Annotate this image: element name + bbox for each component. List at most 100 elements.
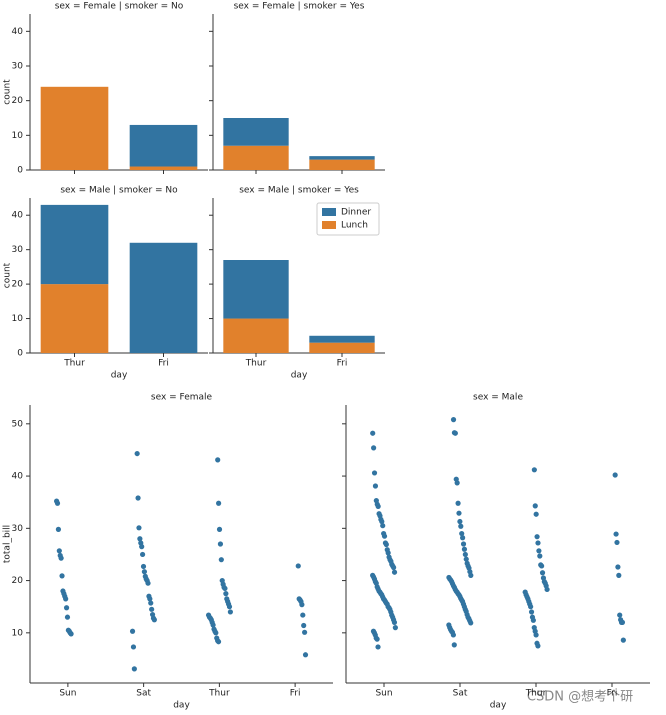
- y-tick-label: 0: [17, 349, 23, 359]
- point: [539, 570, 546, 576]
- point: [226, 604, 233, 610]
- x-tick-label: Thur: [245, 359, 267, 369]
- point: [617, 612, 623, 618]
- point: [63, 596, 69, 602]
- point: [462, 551, 468, 558]
- x-tick-label: Sat: [453, 689, 468, 699]
- y-tick-label: 40: [12, 211, 24, 221]
- point: [299, 602, 305, 608]
- x-axis-label: day: [490, 701, 507, 711]
- point: [612, 472, 618, 478]
- point: [375, 644, 381, 650]
- point: [613, 531, 619, 537]
- point: [536, 548, 542, 554]
- bar: [129, 166, 198, 170]
- point: [375, 503, 381, 509]
- x-tick-label: Fri: [158, 359, 169, 369]
- x-axis-label: day: [173, 701, 190, 711]
- facet-title: sex = Male | smoker = Yes: [239, 186, 359, 196]
- point: [223, 591, 229, 597]
- bar: [309, 335, 375, 343]
- point: [145, 580, 151, 586]
- point: [451, 642, 457, 648]
- bar: [129, 242, 198, 353]
- y-tick-label: 10: [12, 131, 24, 141]
- facet-title: sex = Male | smoker = No: [60, 186, 178, 196]
- y-axis-label: count: [3, 262, 13, 288]
- point: [539, 563, 545, 569]
- bar: [40, 284, 109, 353]
- x-tick-label: Thur: [525, 689, 547, 699]
- point: [535, 643, 541, 649]
- x-tick-label: Thur: [63, 359, 85, 369]
- point: [456, 510, 462, 516]
- point: [58, 555, 64, 561]
- x-tick-label: Fri: [290, 689, 301, 699]
- point: [222, 585, 228, 592]
- point: [460, 541, 467, 547]
- point: [531, 467, 537, 473]
- point: [68, 631, 74, 637]
- y-tick-label: 30: [12, 62, 24, 72]
- point: [215, 639, 222, 645]
- bar: [223, 260, 289, 319]
- point: [147, 596, 153, 602]
- bar: [309, 159, 375, 170]
- y-tick-label: 40: [12, 27, 24, 37]
- point: [134, 450, 140, 457]
- point: [455, 500, 461, 506]
- point: [210, 622, 216, 628]
- point: [300, 612, 306, 618]
- point: [460, 535, 466, 541]
- y-tick-label: 20: [12, 280, 24, 290]
- facet-title: sex = Male: [473, 393, 523, 403]
- point: [534, 534, 540, 540]
- bar: [223, 318, 289, 353]
- point: [141, 569, 148, 575]
- x-tick-label: Sun: [375, 689, 392, 699]
- point: [302, 629, 308, 635]
- point: [227, 609, 233, 615]
- point: [468, 572, 474, 578]
- bar: [40, 86, 109, 170]
- point: [218, 557, 224, 563]
- point: [374, 636, 380, 642]
- point: [371, 445, 377, 451]
- bar: [223, 118, 289, 146]
- point: [468, 620, 474, 626]
- point: [370, 430, 376, 436]
- point: [532, 503, 538, 509]
- x-axis-label: day: [291, 371, 308, 381]
- point: [371, 470, 378, 476]
- point: [54, 500, 61, 506]
- point: [302, 652, 309, 658]
- point: [55, 526, 62, 532]
- y-tick-label: 50: [12, 419, 24, 429]
- facet-title: sex = Female | smoker = No: [55, 2, 184, 12]
- legend-label: Dinner: [341, 208, 371, 218]
- point: [457, 518, 463, 525]
- point: [372, 483, 379, 489]
- point: [616, 572, 622, 578]
- point: [130, 644, 137, 650]
- x-axis-label: day: [111, 371, 128, 381]
- point: [530, 617, 536, 623]
- point: [533, 632, 539, 638]
- point: [295, 563, 301, 569]
- x-tick-label: Sat: [136, 689, 151, 699]
- point: [139, 544, 145, 550]
- point: [533, 511, 539, 517]
- point: [450, 632, 456, 638]
- point: [454, 480, 460, 486]
- point: [452, 430, 458, 436]
- watermark: CSDN @想考个研: [527, 689, 633, 705]
- point: [131, 666, 137, 672]
- y-tick-label: 20: [12, 96, 24, 106]
- bar: [309, 156, 375, 160]
- point: [385, 550, 391, 556]
- bar: [223, 145, 289, 170]
- point: [215, 457, 221, 463]
- point: [459, 530, 465, 537]
- point: [392, 625, 398, 631]
